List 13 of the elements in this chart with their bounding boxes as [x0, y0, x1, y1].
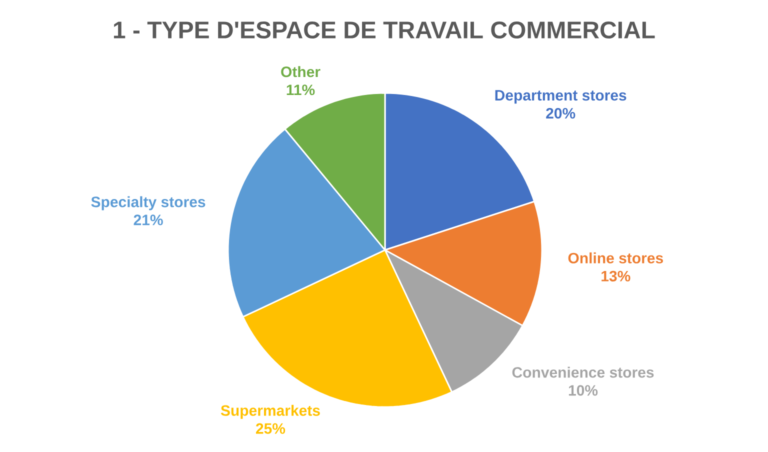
data-label: 25%: [256, 423, 286, 434]
slice-label: Other: [281, 66, 320, 78]
chart-title: 1 - TYPE D'ESPACE DE TRAVAIL COMMERCIAL: [114, 21, 655, 38]
slice-label: Convenience stores: [512, 366, 654, 378]
slice-label: Online stores: [568, 252, 663, 264]
data-label: 21%: [134, 214, 163, 226]
data-label: 13%: [602, 270, 630, 282]
data-label: 10%: [568, 385, 598, 396]
slice-label: Department stores: [495, 90, 626, 104]
slice-label: Supermarkets: [220, 404, 320, 419]
slice-label: Specialty stores: [91, 196, 206, 210]
data-label: 20%: [546, 108, 576, 119]
data-label: 11%: [286, 84, 315, 96]
